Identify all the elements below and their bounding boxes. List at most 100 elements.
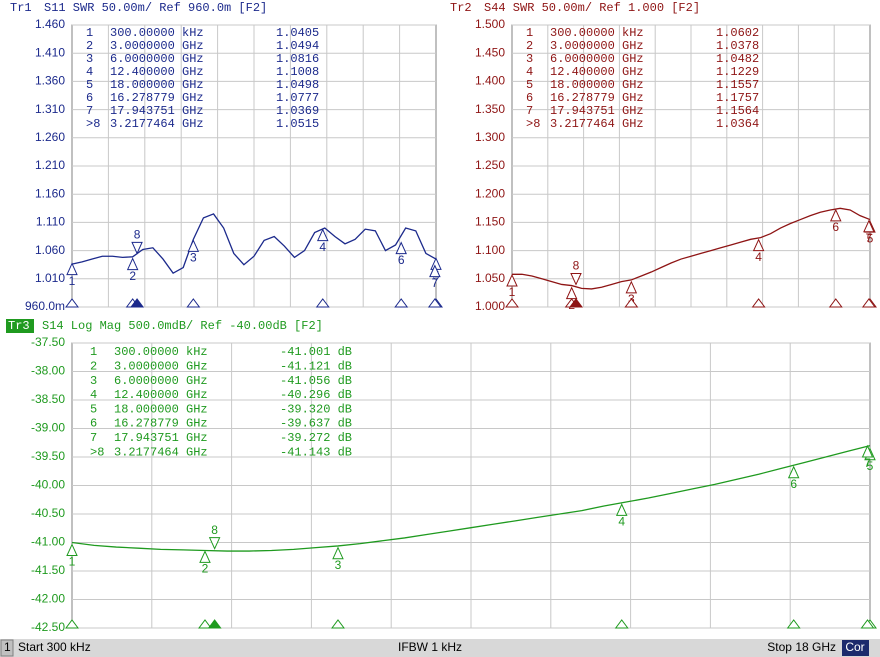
marker-row-label: >8 [526,117,540,131]
stimulus-indicator [394,298,409,308]
trace-label: Tr1 [10,1,32,15]
marker-number: 7 [866,231,873,245]
marker-stimulus: 3.0000000 GHz [114,359,208,373]
marker-number: 2 [202,562,209,576]
marker-stimulus: 6.0000000 GHz [110,52,204,66]
marker-triangle [787,465,800,479]
y-tick-label: -40.50 [31,506,65,520]
marker-stimulus: 16.278779 GHz [110,91,204,105]
marker-triangle [199,550,211,563]
marker-stimulus: 3.0000000 GHz [550,39,644,53]
trace-label: Tr2 [450,1,472,15]
y-tick-label: -41.50 [31,563,65,577]
y-tick-label: -41.00 [31,535,65,549]
marker-triangle [625,280,638,294]
marker-stimulus: 3.0000000 GHz [110,39,204,53]
marker-number: 6 [398,253,405,267]
marker-triangle [570,272,582,286]
stimulus-indicator [186,298,201,308]
marker-value: 1.1557 [716,78,759,92]
y-tick-label: 960.0m [25,299,65,313]
marker-triangle [187,239,200,252]
status-bar: 1 Start 300 kHz IFBW 1 kHz Stop 18 GHz C… [0,639,880,657]
marker-row-label: 5 [526,78,533,92]
marker-stimulus: 300.00000 kHz [114,345,208,359]
marker-row-label: 6 [526,91,533,105]
stimulus-indicator [65,298,79,308]
y-tick-label: -38.00 [31,364,65,378]
stimulus-indicator [861,298,876,308]
marker-stimulus: 3.2177464 GHz [114,445,208,459]
marker-stimulus: 18.000000 GHz [114,402,208,416]
marker-value: -41.001 dB [280,345,352,359]
stimulus-indicator [130,298,145,308]
marker-value: 1.0482 [716,52,759,66]
y-tick-label: 1.050 [475,271,505,285]
marker-number: 3 [335,558,342,572]
marker-row-label: 7 [86,104,93,118]
marker-triangle [615,503,628,516]
marker-stimulus: 12.400000 GHz [114,388,208,402]
trace-header: S44 SWR 50.00m/ Ref 1.000 [F2] [484,1,700,15]
marker-triangle [316,228,329,242]
y-tick-label: -42.00 [31,592,65,606]
marker-stimulus: 6.0000000 GHz [550,52,644,66]
trace-label-bg [6,319,34,333]
y-tick-label: 1.400 [475,74,505,88]
marker-row-label: 7 [526,104,533,118]
marker-stimulus: 16.278779 GHz [550,91,644,105]
marker-value: 1.0364 [716,117,759,131]
marker-row-label: 4 [526,65,533,79]
marker-triangle [861,444,874,458]
trace-header: S14 Log Mag 500.0mdB/ Ref -40.00dB [F2] [42,319,323,333]
stop-frequency: Stop 18 GHz [767,640,836,654]
marker-stimulus: 18.000000 GHz [110,78,204,92]
stimulus-indicator [828,298,843,308]
marker-row-label: >8 [86,117,100,131]
marker-value: -40.296 dB [280,388,352,402]
y-tick-label: 1.150 [475,215,505,229]
marker-value: -39.637 dB [280,417,352,431]
y-tick-label: 1.360 [35,74,65,88]
stimulus-indicator [786,619,801,629]
marker-number: 6 [790,477,797,491]
marker-row-label: 5 [86,78,93,92]
y-tick-label: 1.200 [475,186,505,200]
marker-number: 5 [867,231,874,245]
y-tick-label: 1.260 [35,130,65,144]
y-tick-label: 1.250 [475,158,505,172]
correction-box[interactable] [842,640,869,656]
marker-number: 4 [755,250,762,264]
stimulus-indicator [624,298,639,308]
marker-row-label: 4 [90,388,97,402]
stimulus-indicator [427,298,442,308]
marker-triangle [66,543,78,557]
marker-number: 8 [211,523,218,537]
marker-number: 6 [832,220,839,234]
trace-line [71,213,437,275]
marker-triangle [429,264,441,278]
y-tick-label: 1.410 [35,45,65,59]
marker-value: 1.0816 [276,52,319,66]
stimulus-indicator [505,298,519,308]
marker-row-label: 3 [86,52,93,66]
marker-stimulus: 18.000000 GHz [550,78,644,92]
y-tick-label: 1.210 [35,158,65,172]
marker-number: 4 [618,515,625,529]
trace-line [512,207,871,290]
y-tick-label: 1.350 [475,102,505,116]
channel-box[interactable] [0,639,14,657]
marker-number: 5 [867,459,874,473]
stimulus-indicator [860,619,875,629]
stimulus-indicator [751,298,766,308]
marker-value: 1.1757 [716,91,759,105]
marker-value: 1.0602 [716,26,759,40]
marker-stimulus: 17.943751 GHz [550,104,644,118]
y-tick-label: 1.450 [475,45,505,59]
marker-value: 1.0369 [276,104,319,118]
ifbw: IFBW 1 kHz [398,640,462,654]
marker-value: 1.0378 [716,39,759,53]
y-tick-label: 1.500 [475,17,505,31]
marker-number: 2 [129,269,136,283]
